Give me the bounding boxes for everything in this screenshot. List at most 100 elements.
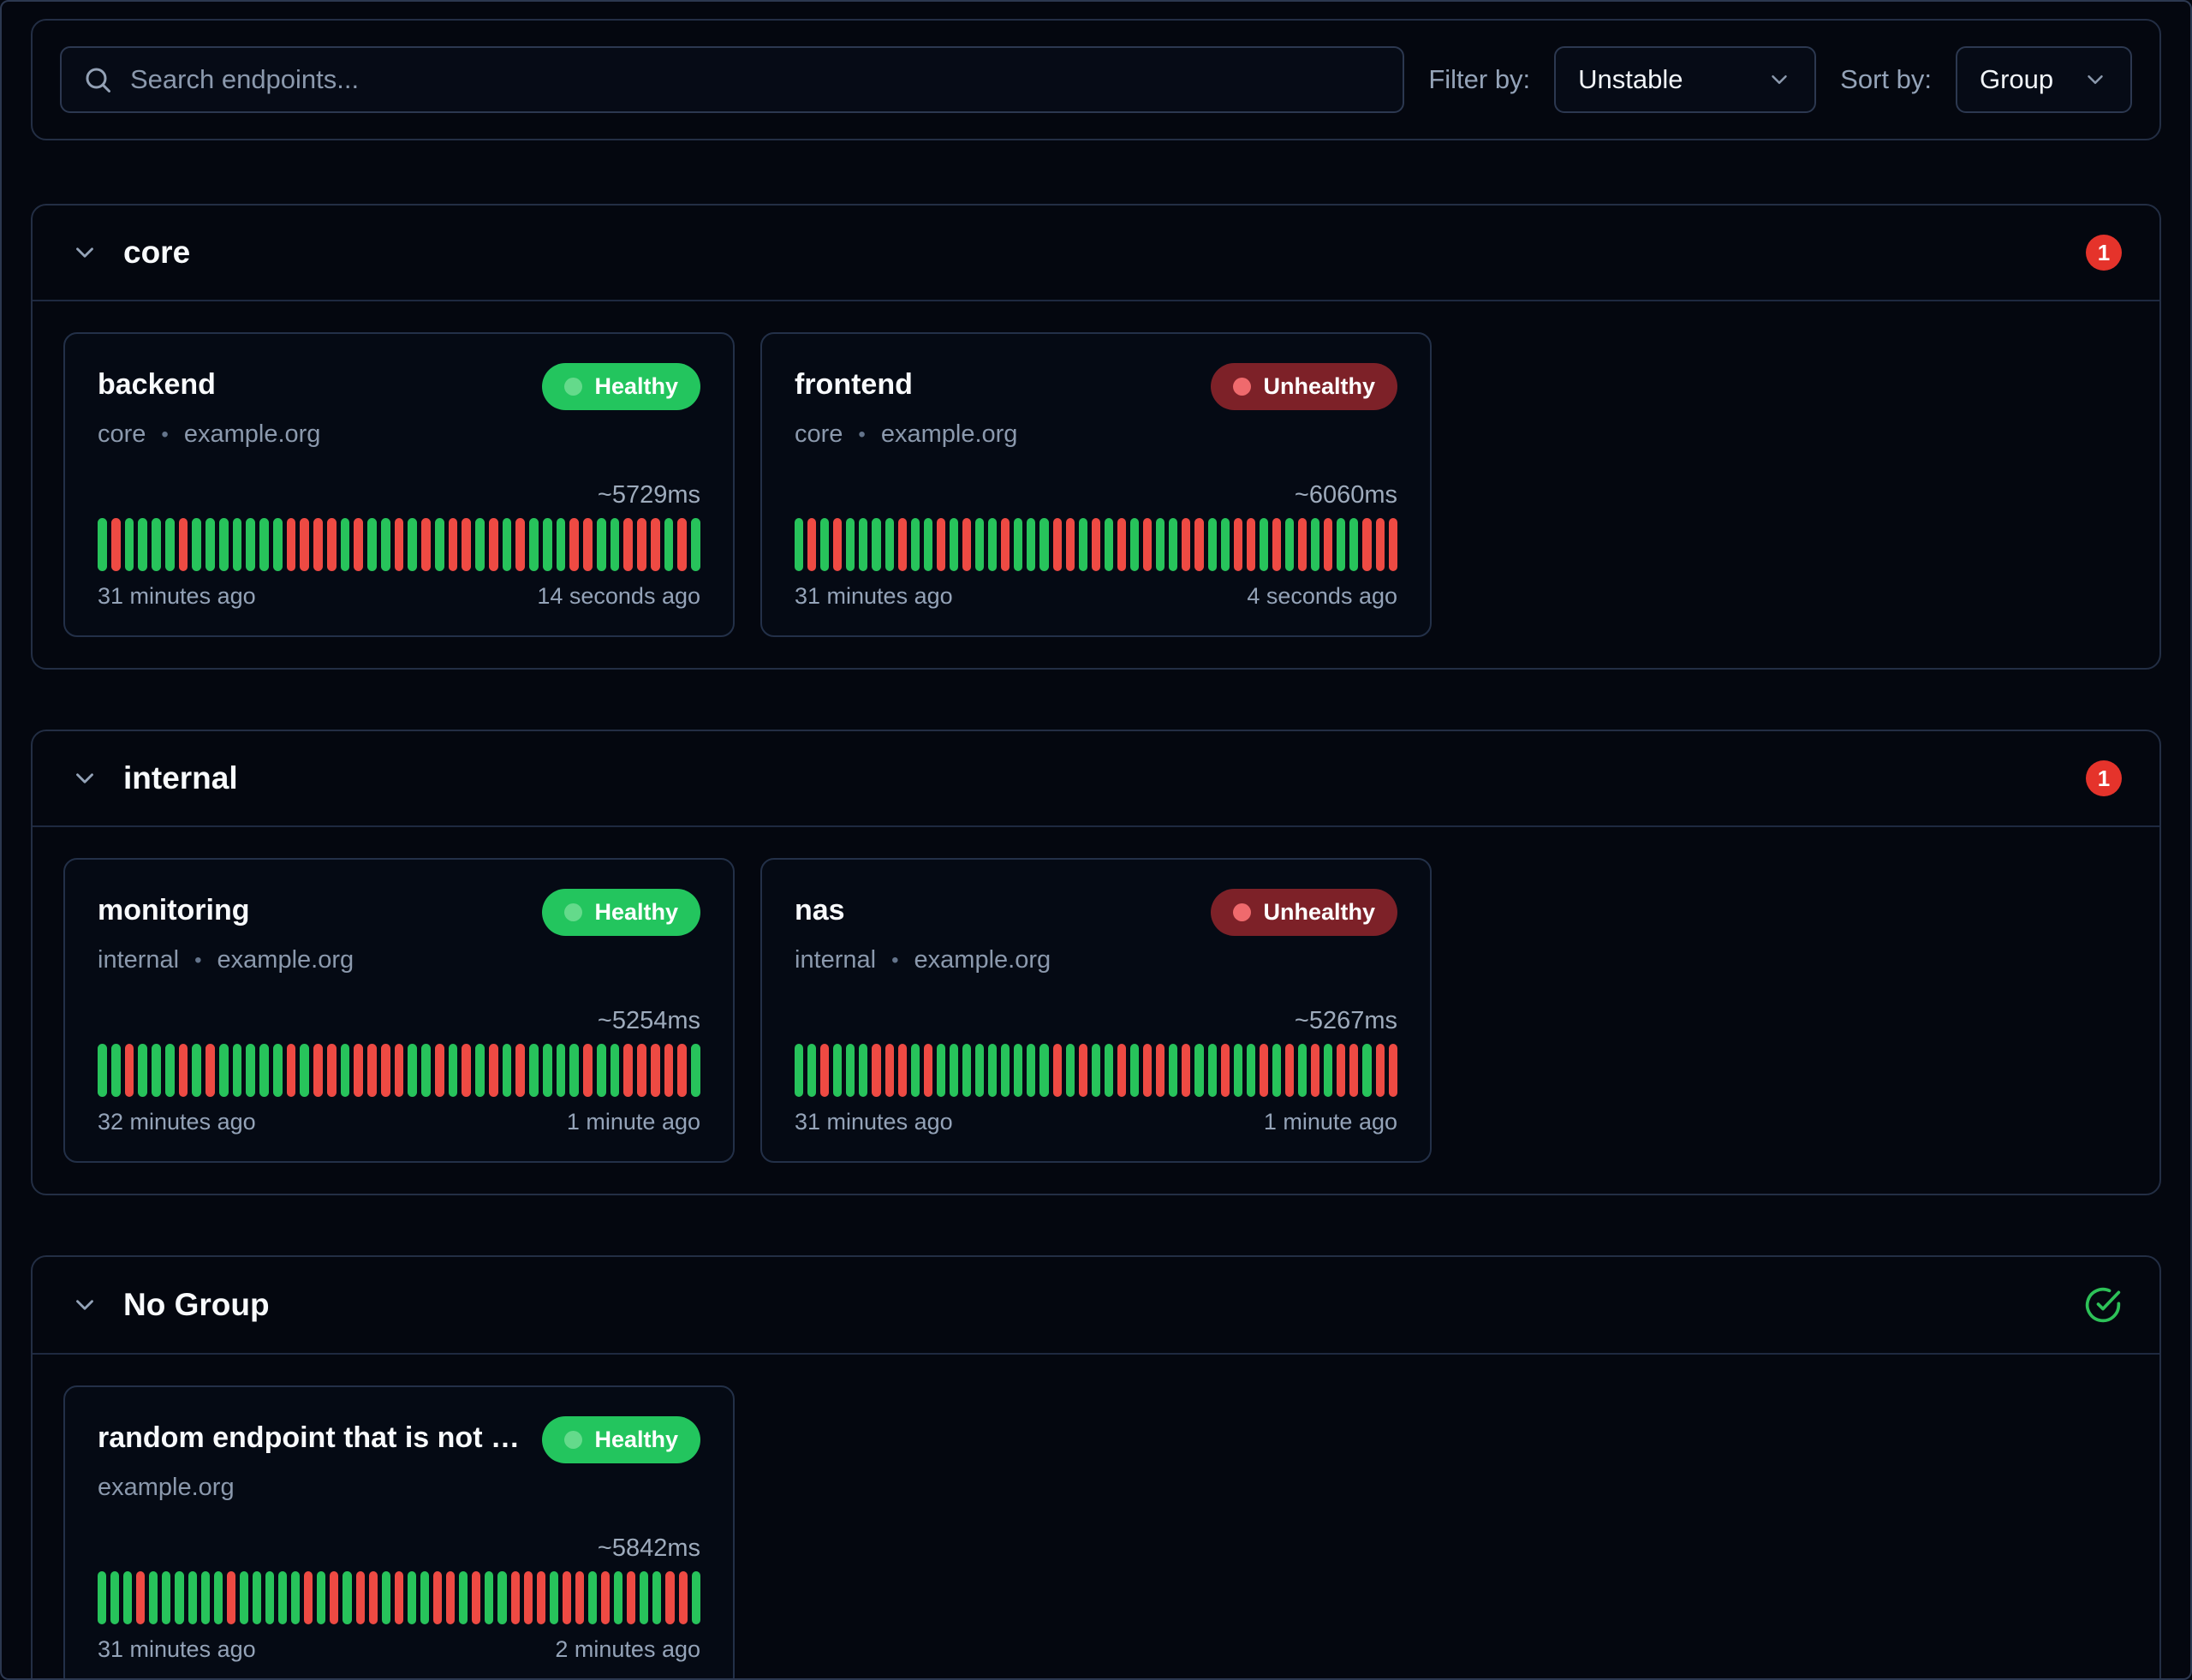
uptime-bar-success[interactable] (1014, 518, 1023, 571)
uptime-bar-failure[interactable] (872, 1044, 881, 1097)
uptime-bar-success[interactable] (859, 518, 868, 571)
uptime-bar-failure[interactable] (394, 1571, 403, 1624)
uptime-bar-failure[interactable] (1233, 518, 1242, 571)
uptime-bar-failure[interactable] (515, 518, 525, 571)
uptime-bar-failure[interactable] (623, 1044, 633, 1097)
uptime-bar-failure[interactable] (650, 1044, 660, 1097)
uptime-bars[interactable] (795, 518, 1397, 571)
uptime-bar-success[interactable] (259, 518, 269, 571)
uptime-bar-failure[interactable] (515, 1044, 525, 1097)
uptime-bar-failure[interactable] (446, 1571, 456, 1624)
uptime-bar-success[interactable] (614, 1571, 623, 1624)
filter-select[interactable]: Unstable (1554, 46, 1817, 113)
uptime-bar-success[interactable] (272, 518, 283, 571)
uptime-bar-success[interactable] (596, 518, 606, 571)
uptime-bar-success[interactable] (192, 518, 201, 571)
uptime-bar-success[interactable] (542, 518, 552, 571)
uptime-bar-failure[interactable] (433, 1571, 443, 1624)
search-input[interactable] (130, 64, 1383, 95)
uptime-bar-success[interactable] (820, 518, 830, 571)
uptime-bar-success[interactable] (110, 1044, 121, 1097)
uptime-bar-failure[interactable] (1182, 1044, 1191, 1097)
uptime-bar-failure[interactable] (472, 1571, 481, 1624)
uptime-bar-success[interactable] (975, 518, 985, 571)
uptime-bar-failure[interactable] (1091, 518, 1100, 571)
endpoint-card-monitoring[interactable]: monitoring Healthy internal • example.or… (63, 858, 735, 1163)
uptime-bar-failure[interactable] (367, 1044, 377, 1097)
uptime-bar-failure[interactable] (124, 1044, 134, 1097)
uptime-bar-failure[interactable] (1272, 518, 1281, 571)
uptime-bar-success[interactable] (1078, 518, 1087, 571)
uptime-bar-success[interactable] (123, 1571, 133, 1624)
uptime-bar-success[interactable] (475, 518, 485, 571)
uptime-bar-success[interactable] (272, 1044, 283, 1097)
uptime-bar-success[interactable] (664, 518, 674, 571)
uptime-bar-success[interactable] (556, 518, 566, 571)
uptime-bar-failure[interactable] (923, 1044, 932, 1097)
uptime-bar-success[interactable] (1169, 1044, 1178, 1097)
uptime-bar-success[interactable] (408, 1044, 417, 1097)
uptime-bar-failure[interactable] (286, 518, 296, 571)
uptime-bar-failure[interactable] (1052, 518, 1062, 571)
uptime-bar-success[interactable] (691, 518, 700, 571)
group-header-internal[interactable]: internal 1 (33, 731, 2159, 825)
uptime-bar-failure[interactable] (1362, 518, 1372, 571)
uptime-bar-success[interactable] (1130, 518, 1140, 571)
uptime-bar-success[interactable] (846, 1044, 855, 1097)
uptime-bar-failure[interactable] (394, 1044, 404, 1097)
uptime-bar-failure[interactable] (1388, 518, 1397, 571)
uptime-bar-failure[interactable] (226, 1571, 235, 1624)
uptime-bar-failure[interactable] (962, 518, 972, 571)
uptime-bar-success[interactable] (246, 518, 255, 571)
uptime-bar-success[interactable] (152, 1044, 161, 1097)
uptime-bar-failure[interactable] (536, 1571, 545, 1624)
uptime-bar-failure[interactable] (677, 518, 687, 571)
uptime-bar-success[interactable] (542, 1044, 552, 1097)
uptime-bar-success[interactable] (380, 518, 390, 571)
uptime-bar-success[interactable] (962, 1044, 972, 1097)
uptime-bar-success[interactable] (381, 1571, 390, 1624)
uptime-bar-failure[interactable] (1259, 1044, 1268, 1097)
group-header-core[interactable]: core 1 (33, 206, 2159, 300)
uptime-bar-failure[interactable] (326, 518, 337, 571)
uptime-bar-success[interactable] (124, 518, 134, 571)
uptime-bar-failure[interactable] (1182, 518, 1191, 571)
uptime-bar-success[interactable] (213, 1571, 223, 1624)
uptime-bar-success[interactable] (1207, 518, 1217, 571)
uptime-bar-success[interactable] (949, 518, 959, 571)
uptime-bar-success[interactable] (807, 1044, 817, 1097)
uptime-bar-success[interactable] (1349, 518, 1359, 571)
uptime-bar-failure[interactable] (1078, 1044, 1087, 1097)
uptime-bar-success[interactable] (110, 1571, 120, 1624)
uptime-bar-success[interactable] (1039, 1044, 1049, 1097)
uptime-bar-failure[interactable] (1375, 518, 1385, 571)
uptime-bar-failure[interactable] (380, 1044, 390, 1097)
uptime-bar-success[interactable] (1284, 518, 1295, 571)
uptime-bar-success[interactable] (988, 518, 998, 571)
uptime-bar-failure[interactable] (1052, 1044, 1062, 1097)
uptime-bar-success[interactable] (259, 1044, 269, 1097)
uptime-bar-failure[interactable] (1375, 1044, 1385, 1097)
uptime-bar-success[interactable] (434, 518, 444, 571)
uptime-bar-failure[interactable] (637, 1044, 646, 1097)
uptime-bar-success[interactable] (1027, 518, 1036, 571)
uptime-bar-success[interactable] (340, 518, 350, 571)
uptime-bar-failure[interactable] (833, 518, 843, 571)
uptime-bar-failure[interactable] (1324, 518, 1333, 571)
uptime-bar-failure[interactable] (206, 1044, 215, 1097)
uptime-bar-success[interactable] (556, 1044, 566, 1097)
uptime-bar-failure[interactable] (1143, 518, 1153, 571)
uptime-bar-success[interactable] (340, 1044, 350, 1097)
uptime-bar-success[interactable] (596, 1044, 606, 1097)
uptime-bar-success[interactable] (188, 1571, 197, 1624)
uptime-bar-failure[interactable] (1388, 1044, 1397, 1097)
uptime-bar-success[interactable] (164, 518, 175, 571)
uptime-bar-failure[interactable] (462, 518, 471, 571)
endpoint-card-random[interactable]: random endpoint that is not part... Heal… (63, 1385, 735, 1678)
uptime-bar-success[interactable] (485, 1571, 494, 1624)
uptime-bar-failure[interactable] (1337, 1044, 1346, 1097)
uptime-bar-failure[interactable] (897, 518, 907, 571)
uptime-bar-failure[interactable] (434, 1044, 444, 1097)
uptime-bar-success[interactable] (98, 1571, 107, 1624)
uptime-bar-success[interactable] (529, 1044, 539, 1097)
